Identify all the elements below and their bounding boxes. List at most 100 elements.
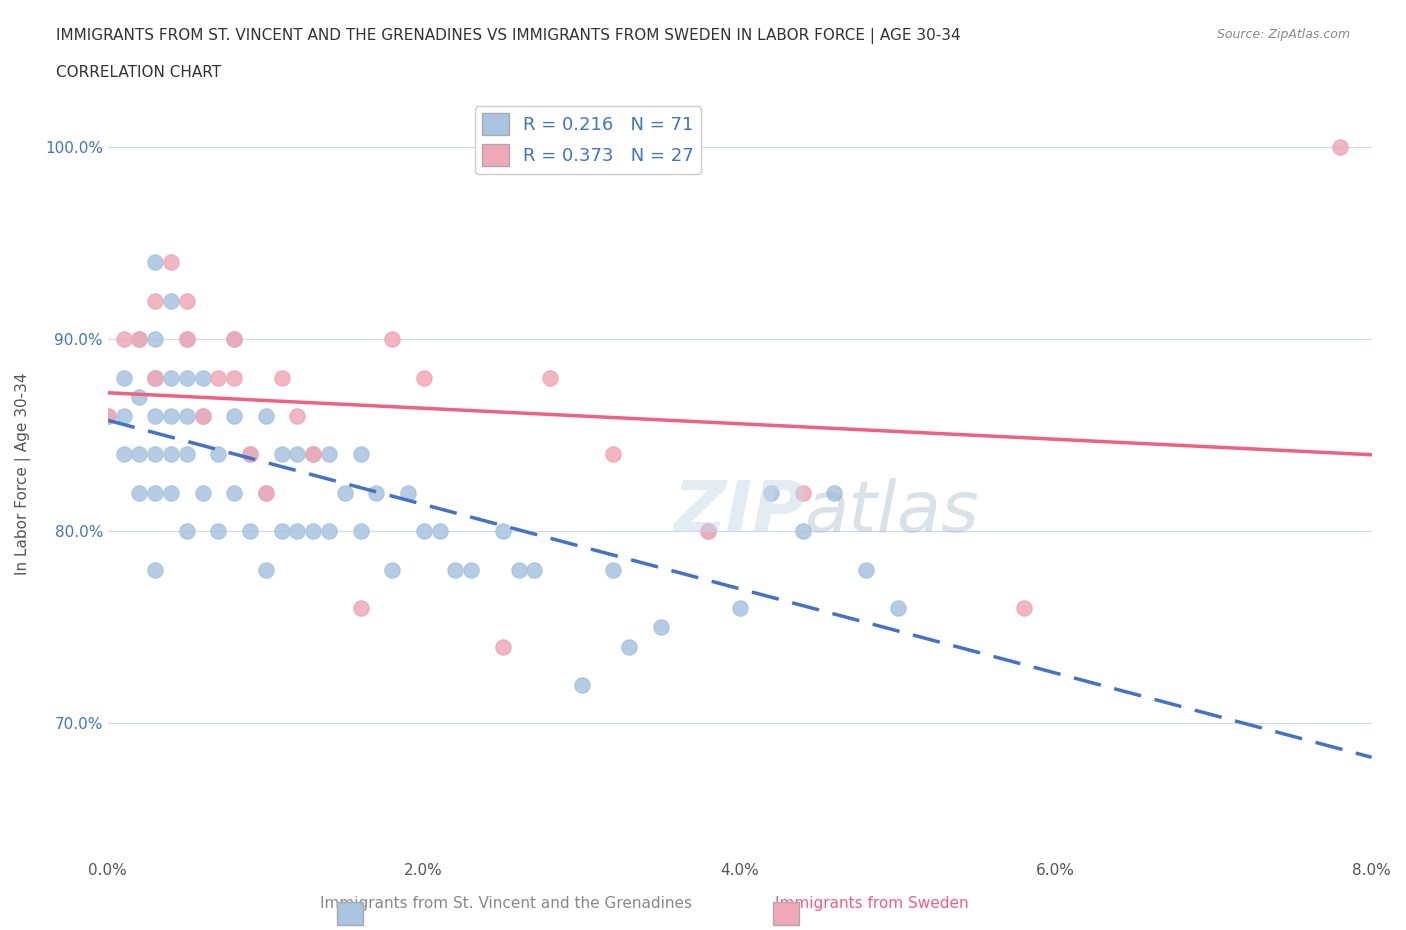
Text: ZIP: ZIP [673,478,806,547]
Point [160,447,183,462]
Point [333,485,356,500]
Text: IMMIGRANTS FROM ST. VINCENT AND THE GRENADINES VS IMMIGRANTS FROM SWEDEN IN LABO: IMMIGRANTS FROM ST. VINCENT AND THE GREN… [56,28,960,44]
Point [97,408,120,423]
Point [224,485,246,500]
Point [239,447,262,462]
Point [254,408,277,423]
Point [128,332,150,347]
Point [349,447,371,462]
Point [285,524,308,538]
Text: Immigrants from St. Vincent and the Grenadines: Immigrants from St. Vincent and the Gren… [321,897,692,911]
Point [396,485,419,500]
Point [285,408,308,423]
Point [792,485,814,500]
Point [602,447,624,462]
Point [176,370,198,385]
Text: Source: ZipAtlas.com: Source: ZipAtlas.com [1216,28,1350,41]
Point [97,408,120,423]
Point [143,370,166,385]
Point [302,447,325,462]
Point [792,524,814,538]
Point [128,485,150,500]
Point [224,332,246,347]
Point [176,332,198,347]
Point [112,447,135,462]
Point [191,485,214,500]
Point [191,370,214,385]
Point [254,485,277,500]
Point [207,370,229,385]
Point [412,370,434,385]
Point [191,408,214,423]
Point [224,332,246,347]
Point [143,485,166,500]
Point [650,620,672,635]
Point [160,255,183,270]
Point [176,332,198,347]
Point [349,524,371,538]
Point [492,639,515,654]
Point [224,408,246,423]
Point [523,563,546,578]
Point [349,601,371,616]
Point [571,678,593,693]
Text: CORRELATION CHART: CORRELATION CHART [56,65,221,80]
Point [143,332,166,347]
Point [176,524,198,538]
Point [112,332,135,347]
Point [302,524,325,538]
Point [1329,140,1351,154]
Point [112,370,135,385]
Point [191,408,214,423]
Point [176,408,198,423]
Point [207,524,229,538]
Point [143,563,166,578]
Y-axis label: In Labor Force | Age 30-34: In Labor Force | Age 30-34 [15,372,31,575]
Point [143,370,166,385]
Point [602,563,624,578]
Point [366,485,388,500]
Point [143,408,166,423]
Point [460,563,482,578]
Point [239,524,262,538]
Point [318,447,340,462]
Point [160,370,183,385]
Point [254,485,277,500]
Point [617,639,640,654]
Point [160,293,183,308]
Text: Immigrants from Sweden: Immigrants from Sweden [775,897,969,911]
Point [429,524,451,538]
Legend: R = 0.216   N = 71, R = 0.373   N = 27: R = 0.216 N = 71, R = 0.373 N = 27 [475,106,702,174]
Point [128,332,150,347]
Point [697,524,720,538]
Point [302,447,325,462]
Point [728,601,751,616]
Point [176,293,198,308]
Point [224,370,246,385]
Point [160,485,183,500]
Point [444,563,467,578]
Point [318,524,340,538]
Point [176,447,198,462]
Point [1012,601,1035,616]
Point [508,563,530,578]
Point [239,447,262,462]
Point [285,447,308,462]
Point [143,255,166,270]
Point [270,524,292,538]
Point [270,370,292,385]
Point [128,390,150,405]
Point [143,293,166,308]
Point [538,370,561,385]
Point [886,601,908,616]
Point [270,447,292,462]
Point [112,408,135,423]
Point [143,447,166,462]
Point [207,447,229,462]
Point [143,370,166,385]
Point [492,524,515,538]
Point [254,563,277,578]
Point [128,447,150,462]
Point [381,332,404,347]
Point [761,485,783,500]
